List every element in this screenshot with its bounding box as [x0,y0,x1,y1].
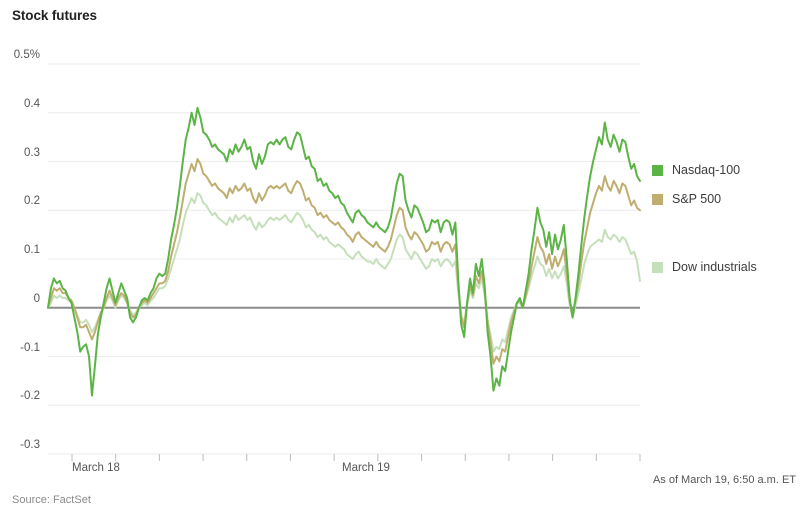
y-axis-tick-label: 0.1 [24,244,40,256]
y-axis-tick-label: -0.1 [20,341,40,354]
legend-swatch-icon [652,261,663,273]
series-line [47,106,641,397]
x-axis-tick-label: March 18 [72,462,120,474]
series-line [47,192,641,353]
legend-item-label: S&P 500 [672,192,722,206]
y-axis-tick-label: 0.4 [24,97,40,110]
legend-item[interactable]: Nasdaq-100 [652,163,740,177]
legend-item-label: Dow industrials [672,260,757,274]
legend-item-label: Nasdaq-100 [672,163,741,177]
legend-item[interactable]: Dow industrials [652,260,757,274]
y-axis-tick-label: 0.2 [24,195,40,208]
y-axis-tick-label: 0.3 [24,146,40,159]
y-axis-tick-label: 0 [33,292,40,305]
source-credit: Source: FactSet [12,494,91,506]
series-line [47,158,641,365]
legend-swatch-icon [652,193,663,205]
legend-swatch-icon [652,164,663,176]
as-of-timestamp: As of March 19, 6:50 a.m. ET [652,474,796,486]
y-axis-tick-label: -0.3 [20,439,40,451]
legend-item[interactable]: S&P 500 [652,192,721,206]
x-axis-tick-label: March 19 [342,462,390,474]
y-axis-tick-label: -0.2 [20,390,40,403]
page-title: Stock futures [12,8,97,23]
y-axis-tick-label: 0.5% [13,49,40,61]
